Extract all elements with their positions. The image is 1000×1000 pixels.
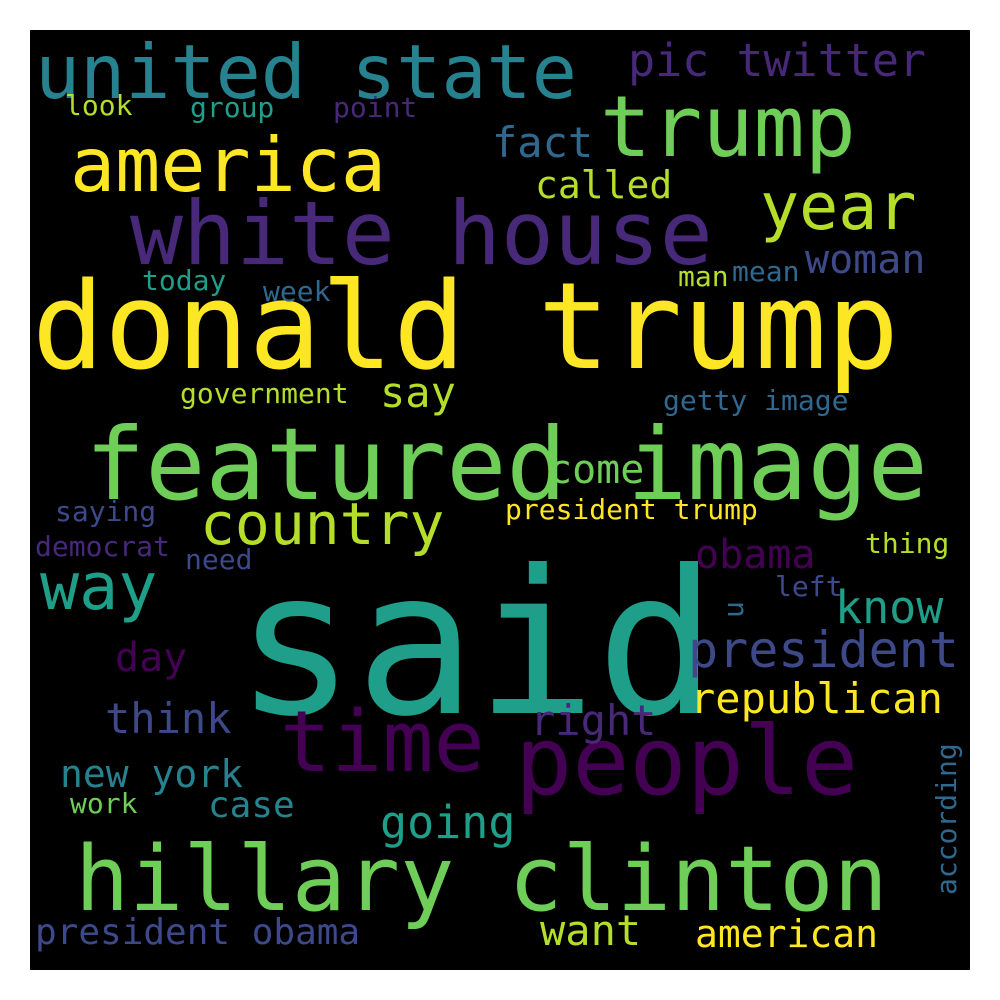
word-america: america xyxy=(70,121,387,209)
word-case: case xyxy=(208,785,295,826)
word-white-house: white house xyxy=(130,182,713,285)
word-want: want xyxy=(540,906,642,955)
word-today: today xyxy=(142,264,227,297)
word-trump: trump xyxy=(600,78,856,177)
word-pic-twitter: pic twitter xyxy=(628,34,927,87)
word-saying: saying xyxy=(55,495,157,528)
word-u: u xyxy=(717,601,750,618)
word-thing: thing xyxy=(865,527,950,560)
word-new-york: new york xyxy=(60,752,244,796)
word-cloud: said donald trump featured image hillary… xyxy=(30,30,970,970)
word-mean: mean xyxy=(732,255,800,288)
word-people: people xyxy=(515,707,859,817)
word-donald-trump: donald trump xyxy=(32,258,899,397)
word-week: week xyxy=(263,275,331,308)
word-hillary-clinton: hillary clinton xyxy=(75,827,888,932)
word-going: going xyxy=(380,796,516,849)
word-featured-image: featured image xyxy=(85,406,928,523)
word-think: think xyxy=(105,694,232,743)
word-left: left xyxy=(775,570,843,603)
word-look: look xyxy=(65,89,133,122)
word-democrat: democrat xyxy=(35,530,170,563)
word-president: president xyxy=(688,621,959,679)
word-country: country xyxy=(200,490,445,558)
word-president-obama: president obama xyxy=(35,912,361,953)
word-getty-image: getty image xyxy=(663,384,849,417)
word-year: year xyxy=(760,170,917,245)
word-need: need xyxy=(185,543,253,576)
word-come: come xyxy=(548,447,645,493)
word-according: according xyxy=(930,743,963,895)
word-right: right xyxy=(530,696,657,745)
word-say: say xyxy=(380,368,456,417)
word-way: way xyxy=(40,550,158,625)
word-time: time xyxy=(280,693,485,792)
word-day: day xyxy=(115,635,188,681)
word-united-state: united state xyxy=(35,30,577,116)
word-government: government xyxy=(180,377,349,410)
word-president-trump: president trump xyxy=(505,493,758,526)
word-american: american xyxy=(695,912,879,956)
word-called: called xyxy=(535,163,673,207)
word-obama: obama xyxy=(695,532,816,578)
word-work: work xyxy=(70,787,138,820)
word-woman: woman xyxy=(805,237,926,283)
word-fact: fact xyxy=(492,118,594,167)
word-said: said xyxy=(235,528,717,761)
word-know: know xyxy=(835,581,944,634)
word-group: group xyxy=(190,91,275,124)
word-republican: republican xyxy=(690,674,943,723)
word-man: man xyxy=(678,260,729,293)
word-point: point xyxy=(333,91,418,124)
